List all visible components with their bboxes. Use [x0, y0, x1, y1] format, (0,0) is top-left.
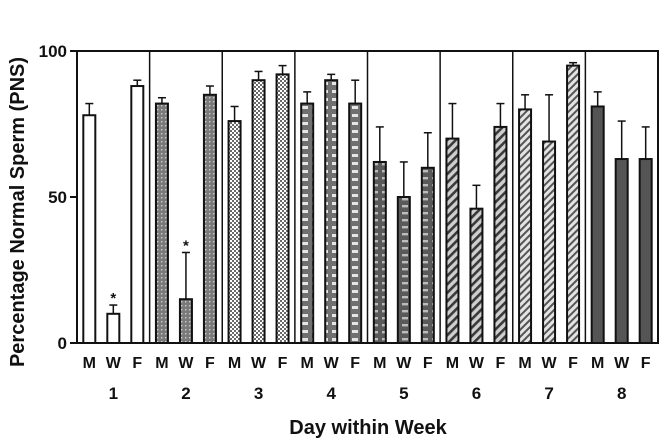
- bar: [202, 93, 217, 344]
- category-label: W: [542, 355, 558, 372]
- bar: [178, 298, 193, 345]
- x-axis-title: Day within Week: [289, 417, 447, 439]
- y-tick-label: 50: [48, 188, 67, 207]
- significance-marker: *: [110, 290, 116, 307]
- bar: [638, 158, 653, 344]
- category-label: W: [251, 355, 267, 372]
- bar: [348, 102, 363, 344]
- category-label: F: [278, 355, 288, 372]
- group-label: 8: [617, 384, 626, 403]
- group-label: 2: [181, 384, 190, 403]
- bar: [275, 73, 290, 345]
- bar: [614, 158, 629, 344]
- bar: [106, 312, 121, 344]
- category-label: M: [518, 355, 531, 372]
- category-label: M: [155, 355, 168, 372]
- category-label: M: [83, 355, 96, 372]
- bar: [469, 207, 484, 344]
- bar: [324, 79, 339, 344]
- category-label: W: [106, 355, 122, 372]
- category-label: M: [301, 355, 314, 372]
- group-label: 5: [399, 384, 408, 403]
- bar: [542, 140, 557, 344]
- bar: [566, 64, 581, 344]
- category-label: F: [641, 355, 651, 372]
- y-tick-label: 0: [58, 334, 67, 353]
- bar: [372, 160, 387, 344]
- bars-layer: **: [82, 61, 653, 345]
- x-axis-labels: M W F1M W F2M W F3M W F4M W F5M W F6M W F7M W F8: [83, 355, 651, 403]
- y-tick-label: 100: [39, 42, 67, 61]
- category-label: W: [614, 355, 630, 372]
- bar: [420, 166, 435, 344]
- significance-marker: *: [183, 237, 189, 254]
- bar: [130, 85, 145, 344]
- category-label: W: [396, 355, 412, 372]
- group-label: 6: [472, 384, 481, 403]
- y-axis: 0 50 100: [39, 42, 77, 353]
- bar: [251, 79, 266, 344]
- category-label: F: [205, 355, 215, 372]
- category-label: F: [568, 355, 578, 372]
- bar: [82, 114, 97, 344]
- category-label: W: [324, 355, 340, 372]
- group-label: 4: [326, 384, 336, 403]
- group-label: 3: [254, 384, 263, 403]
- category-label: M: [228, 355, 241, 372]
- group-label: 7: [544, 384, 553, 403]
- category-label: F: [423, 355, 433, 372]
- bar: [300, 102, 315, 344]
- category-label: M: [446, 355, 459, 372]
- category-label: W: [469, 355, 485, 372]
- category-label: F: [350, 355, 360, 372]
- bar: [518, 108, 533, 345]
- bar: [154, 102, 169, 344]
- category-label: W: [178, 355, 194, 372]
- bar: [396, 196, 411, 344]
- y-axis-title: Percentage Normal Sperm (PNS): [7, 57, 29, 367]
- bar: [227, 120, 242, 344]
- plot-frame: [76, 50, 659, 344]
- bar: [445, 137, 460, 344]
- bar: [493, 125, 508, 344]
- category-label: F: [132, 355, 142, 372]
- bar: [590, 105, 605, 345]
- category-label: F: [496, 355, 506, 372]
- category-label: M: [373, 355, 386, 372]
- category-label: M: [591, 355, 604, 372]
- group-label: 1: [109, 384, 118, 403]
